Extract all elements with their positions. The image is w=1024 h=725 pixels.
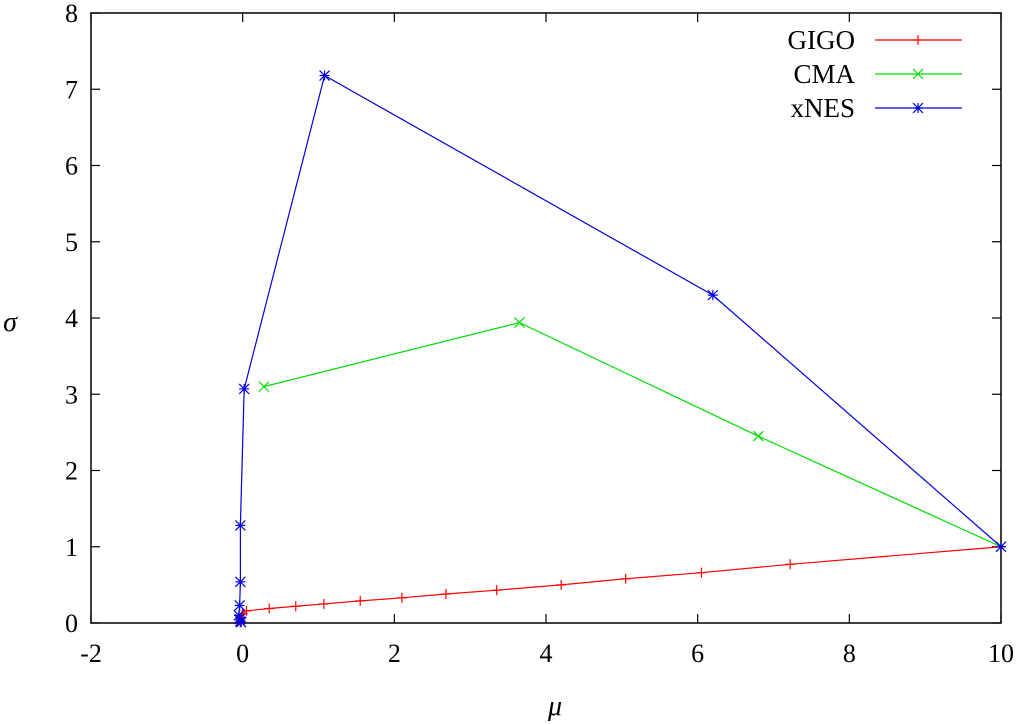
y-tick-label: 1	[65, 533, 78, 562]
legend-entry-gigo: GIGO	[788, 25, 962, 55]
series-line	[263, 321, 1002, 548]
y-tick-label: 3	[65, 380, 78, 409]
legend-label: xNES	[790, 93, 855, 123]
plot-frame	[90, 12, 1002, 624]
data-point	[238, 383, 250, 395]
data-point	[995, 541, 1007, 553]
x-tick-label: 6	[691, 639, 704, 668]
x-tick-label: -2	[80, 639, 102, 668]
data-point	[620, 573, 631, 584]
x-axis-label: μ	[547, 691, 562, 722]
legend-entry-xnes: xNES	[790, 93, 962, 123]
data-point	[785, 559, 796, 570]
series-xnes	[233, 70, 1007, 628]
data-point	[696, 567, 707, 578]
data-point	[752, 430, 764, 442]
y-tick-label: 0	[65, 609, 78, 638]
legend-marker	[912, 68, 924, 80]
series-cma	[258, 317, 1007, 553]
y-tick-label: 6	[65, 152, 78, 181]
series-line	[238, 74, 1002, 623]
x-tick-label: 4	[540, 639, 553, 668]
data-point	[234, 576, 246, 588]
axis-ticks	[90, 12, 1002, 624]
data-point	[355, 595, 366, 606]
data-point	[290, 601, 301, 612]
data-point	[264, 603, 275, 614]
data-point	[396, 592, 407, 603]
series-gigo	[235, 541, 1006, 628]
series-line	[239, 546, 1002, 623]
legend: GIGO CMA xNES	[788, 25, 962, 123]
data-point	[514, 317, 525, 328]
data-point	[491, 585, 502, 596]
data-point	[318, 598, 329, 609]
legend-marker	[913, 35, 923, 45]
legend-entry-cma: CMA	[793, 59, 962, 89]
data-point	[234, 519, 246, 531]
series-layer	[233, 70, 1007, 628]
x-tick-label: 0	[236, 639, 249, 668]
y-tick-label: 7	[65, 75, 78, 104]
data-point	[556, 579, 567, 590]
data-point	[234, 600, 246, 611]
data-point	[440, 589, 451, 600]
y-tick-label: 2	[65, 457, 78, 486]
y-tick-label: 4	[65, 304, 78, 333]
data-point	[258, 381, 270, 393]
y-tick-label: 5	[65, 228, 78, 257]
legend-label: GIGO	[788, 25, 856, 55]
data-point	[235, 616, 247, 628]
legend-marker	[912, 102, 924, 114]
x-tick-label: 8	[843, 639, 856, 668]
data-point	[319, 70, 330, 81]
y-axis-label: σ	[3, 307, 18, 338]
y-tick-label: 8	[65, 0, 78, 28]
data-point	[707, 289, 719, 301]
legend-label: CMA	[793, 59, 855, 89]
x-tick-label: 10	[988, 639, 1014, 668]
x-tick-label: 2	[388, 639, 401, 668]
